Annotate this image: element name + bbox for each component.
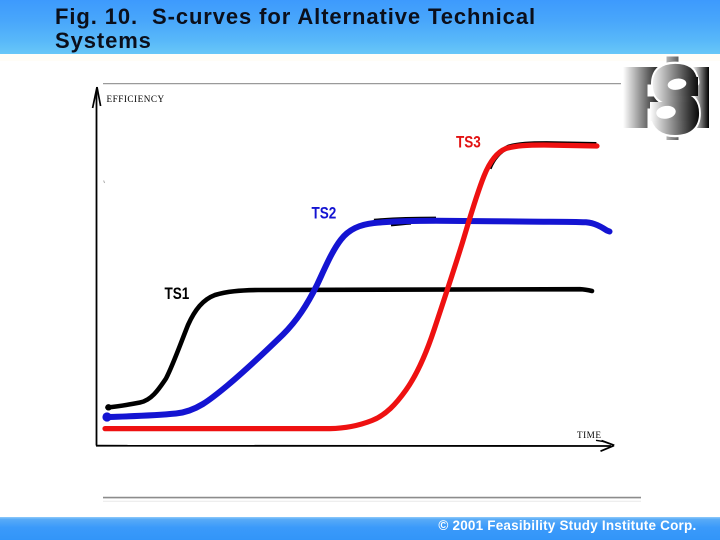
svg-text:S: S	[650, 47, 701, 153]
svg-text:S: S	[650, 47, 701, 153]
svg-text:TS2: TS2	[312, 204, 337, 223]
svg-text:TS1: TS1	[165, 285, 190, 304]
svg-text:TIME: TIME	[577, 430, 601, 440]
svg-text:TS3: TS3	[456, 133, 481, 152]
svg-text:EFFICIENCY: EFFICIENCY	[107, 94, 165, 104]
